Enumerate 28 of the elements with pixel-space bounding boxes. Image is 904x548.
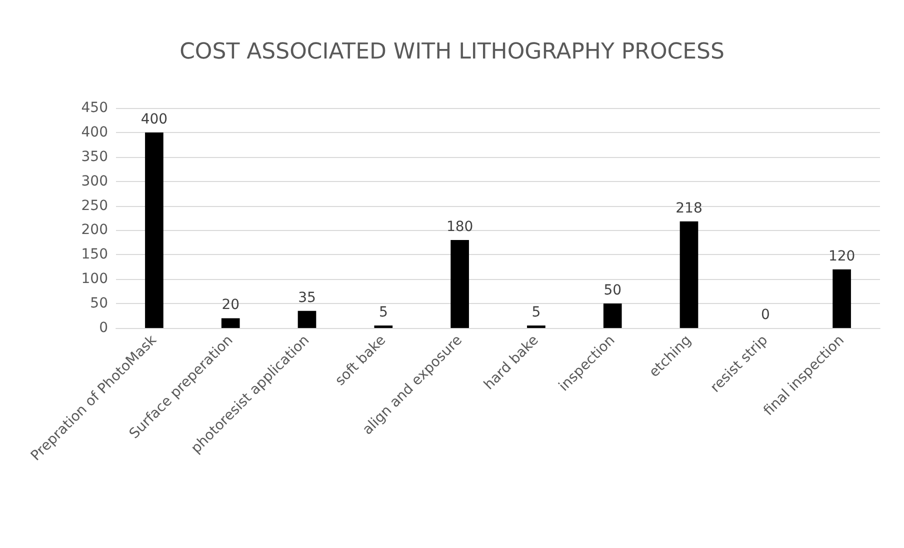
data-label: 120 xyxy=(828,248,856,264)
y-tick-label: 350 xyxy=(81,148,108,165)
bar xyxy=(450,240,469,328)
bar xyxy=(145,132,164,328)
y-tick-label: 50 xyxy=(90,296,108,312)
data-label: 180 xyxy=(446,219,474,235)
y-tick-label: 250 xyxy=(81,198,108,214)
bar xyxy=(221,318,240,328)
data-label: 0 xyxy=(760,307,770,323)
y-tick-label: 400 xyxy=(81,124,108,140)
chart-title: COST ASSOCIATED WITH LITHOGRAPHY PROCESS xyxy=(180,40,724,64)
y-tick-label: 100 xyxy=(81,271,108,288)
data-label: 5 xyxy=(532,304,541,321)
y-tick-label: 450 xyxy=(81,100,108,116)
data-label: 400 xyxy=(140,111,168,128)
data-label: 35 xyxy=(298,290,316,306)
bar xyxy=(832,269,851,328)
bar xyxy=(603,304,622,328)
data-label: 20 xyxy=(222,297,240,314)
y-tick-label: 150 xyxy=(81,246,108,263)
bar xyxy=(680,221,698,328)
y-tick-label: 300 xyxy=(81,173,108,190)
data-label: 5 xyxy=(378,304,388,321)
data-label: 50 xyxy=(604,282,622,299)
y-tick-label: 0 xyxy=(99,320,108,336)
data-label: 218 xyxy=(676,200,702,216)
y-tick-label: 200 xyxy=(81,222,108,238)
bar xyxy=(298,310,316,328)
